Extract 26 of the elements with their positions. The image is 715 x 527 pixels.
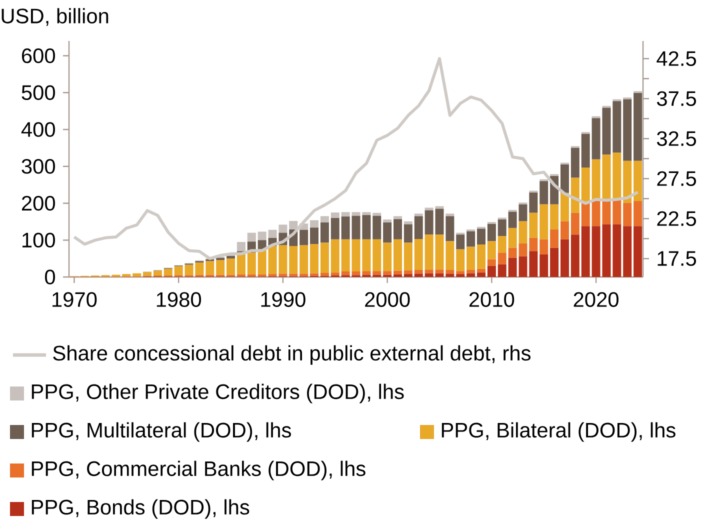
y-tick-label: 100 xyxy=(22,232,55,248)
y2-tick-label: 42.5 xyxy=(656,51,696,66)
y2-tick-label: 27.5 xyxy=(657,171,696,186)
x-tick-label: 1970 xyxy=(52,292,97,307)
y2-tick-label: 22.5 xyxy=(657,211,696,226)
y2-tick-label: 32.5 xyxy=(656,131,696,146)
x-tick-label: 2000 xyxy=(365,292,410,307)
legend-label: PPG, Other Private Creditors (DOD), lhs xyxy=(32,384,404,404)
y2-tick-label: 17.5 xyxy=(658,251,696,266)
y-tick-label: 600 xyxy=(22,48,55,64)
y-tick-label: 200 xyxy=(22,196,55,211)
x-tick-label: 2010 xyxy=(469,292,514,307)
y2-tick-label: 37.5 xyxy=(656,91,696,106)
x-tick-label: 2020 xyxy=(574,292,618,307)
y-tick-label: 0 xyxy=(45,270,56,284)
x-tick-label: 1990 xyxy=(261,292,306,307)
legend-label: PPG, Bilateral (DOD), lhs xyxy=(442,422,676,442)
legend-label: PPG, Bonds (DOD), lhs xyxy=(32,499,250,519)
legend-label: Share concessional debt in public external debt, rhs xyxy=(53,345,531,365)
y-axis-title: USD, billion xyxy=(2,8,108,26)
y-tick-label: 500 xyxy=(22,85,55,100)
x-tick-label: 1980 xyxy=(156,292,202,307)
legend-label: PPG, Multilateral (DOD), lhs xyxy=(32,422,291,442)
y-tick-label: 300 xyxy=(22,158,55,174)
legend-label: PPG, Commercial Banks (DOD), lhs xyxy=(32,460,366,480)
y-tick-label: 400 xyxy=(21,122,55,137)
